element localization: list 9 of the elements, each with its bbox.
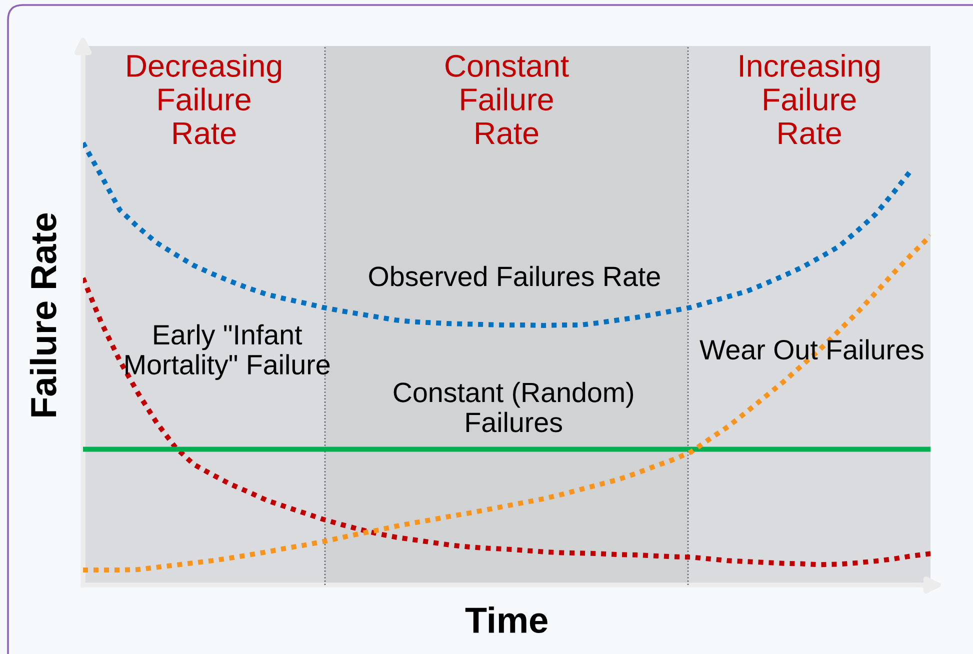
- series-label: Constant (Random) Failures: [394, 382, 634, 432]
- annotation: Increasing Failure Rate: [740, 54, 880, 144]
- annotation: Constant Failure Rate: [446, 54, 569, 144]
- annotation: Decreasing Failure Rate: [128, 54, 282, 144]
- series-label: Early "Infant Mortality" Failure: [126, 324, 330, 380]
- series-label: Observed Failures Rate: [369, 266, 660, 286]
- x-axis-title: Time: [465, 606, 548, 634]
- y-axis-title: Failure Rate: [30, 213, 56, 416]
- series-label: Wear Out Failures: [700, 339, 924, 360]
